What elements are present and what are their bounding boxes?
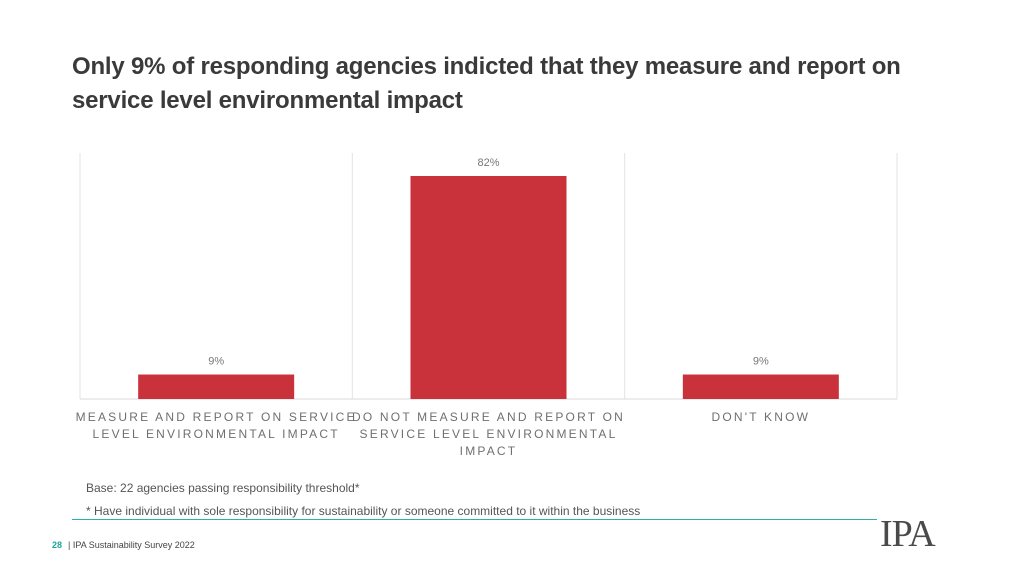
- footer: 28 | IPA Sustainability Survey 2022: [52, 540, 195, 550]
- data-label-1: 9%: [208, 356, 224, 368]
- data-label-2: 82%: [477, 157, 499, 169]
- category-label-2: SERVICE LEVEL ENVIRONMENTAL: [360, 427, 618, 441]
- divider-line: [72, 519, 877, 520]
- category-label-2: IMPACT: [460, 444, 518, 458]
- page-number: 28: [52, 540, 63, 550]
- base-note: Base: 22 agencies passing responsibility…: [86, 481, 360, 495]
- category-label-1: LEVEL ENVIRONMENTAL IMPACT: [93, 427, 340, 441]
- category-label-3: DON'T KNOW: [711, 410, 810, 424]
- page-title: Only 9% of responding agencies indicted …: [72, 53, 901, 114]
- bar-3: [682, 374, 839, 399]
- ipa-logo: IPA: [880, 513, 936, 555]
- bar-1: [138, 374, 295, 399]
- footnote: * Have individual with sole responsibili…: [86, 504, 641, 518]
- bar-2: [410, 176, 567, 399]
- data-label-3: 9%: [753, 356, 769, 368]
- category-label-2: DO NOT MEASURE AND REPORT ON: [352, 410, 625, 424]
- footer-text: | IPA Sustainability Survey 2022: [68, 540, 195, 550]
- category-label-1: MEASURE AND REPORT ON SERVICE: [76, 410, 357, 424]
- bar-chart: 9% MEASURE AND REPORT ON SERVICE LEVEL ENV…: [76, 153, 898, 458]
